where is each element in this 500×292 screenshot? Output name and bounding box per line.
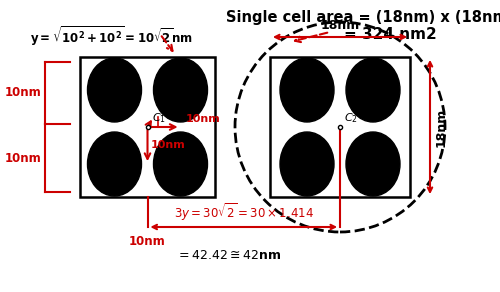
Ellipse shape [88,132,142,196]
Text: 10nm: 10nm [129,235,166,248]
Ellipse shape [154,58,208,122]
Text: Single cell area = (18nm) x (18nm): Single cell area = (18nm) x (18nm) [226,10,500,25]
Ellipse shape [154,132,208,196]
Text: $3y=30\sqrt{2}=30\times1.414$: $3y=30\sqrt{2}=30\times1.414$ [174,201,314,223]
Text: 10nm: 10nm [186,114,220,124]
Text: $C_2$: $C_2$ [344,111,358,125]
Ellipse shape [346,132,400,196]
Text: 10nm: 10nm [4,152,41,164]
Ellipse shape [88,58,142,122]
Bar [80,57,215,197]
Text: 18nm: 18nm [435,107,448,147]
Ellipse shape [346,58,400,122]
Text: 10nm: 10nm [4,86,41,100]
Ellipse shape [280,132,334,196]
Text: $C_1$: $C_1$ [152,111,166,125]
Text: $=42.42\cong42$nm: $=42.42\cong42$nm [176,249,282,262]
Ellipse shape [280,58,334,122]
Text: 10nm: 10nm [150,140,185,150]
Text: = 324 nm2: = 324 nm2 [344,27,436,42]
Bar [270,57,410,197]
Text: $\mathbf{y=\sqrt{10^2+10^2}=10\sqrt{2}}$nm: $\mathbf{y=\sqrt{10^2+10^2}=10\sqrt{2}}$… [30,24,193,48]
Text: 18nm: 18nm [320,19,360,32]
